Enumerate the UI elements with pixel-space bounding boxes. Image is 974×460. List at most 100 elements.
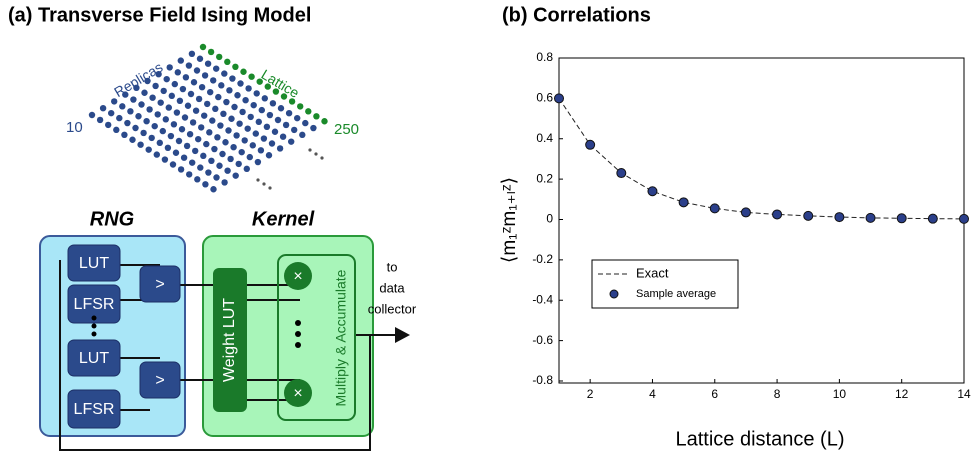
legend-swatch xyxy=(609,289,619,299)
lattice-dot xyxy=(99,105,107,112)
lattice-dot xyxy=(169,161,177,168)
lattice-dot xyxy=(203,140,210,148)
lattice-dot xyxy=(151,122,158,130)
lattice-dot xyxy=(154,111,161,118)
lattice-dot xyxy=(156,139,163,147)
lattice-dot xyxy=(192,107,200,114)
output-label: to xyxy=(387,259,398,274)
lattice-dot xyxy=(170,121,178,128)
lattice-dot xyxy=(245,85,252,92)
lattice-dot xyxy=(221,179,228,186)
lattice-dot xyxy=(153,151,160,158)
lattice-dot xyxy=(166,64,173,71)
lattice-dot xyxy=(242,97,249,104)
lattice-dot xyxy=(268,140,276,147)
lattice-dot xyxy=(161,156,169,163)
y-tick-label: -0.2 xyxy=(532,252,553,266)
lattice-dot xyxy=(194,176,201,183)
lattice-dot xyxy=(148,134,155,142)
lattice-dot xyxy=(163,75,170,83)
lattice-dot xyxy=(207,48,215,56)
lattice-dot xyxy=(190,79,198,86)
lattice-dot xyxy=(248,73,255,80)
lattice-dot xyxy=(214,134,221,141)
lattice-dot xyxy=(183,142,191,150)
lattice-dot xyxy=(155,71,162,78)
lattice-dot xyxy=(258,106,265,114)
lattice-dot xyxy=(201,72,209,79)
output-label: data xyxy=(379,280,405,295)
lattice-dot xyxy=(224,167,231,174)
lattice-dot xyxy=(216,53,223,61)
lattice-dot xyxy=(233,132,240,139)
legend-label: Exact xyxy=(636,265,669,280)
lattice-dot xyxy=(116,114,123,122)
lattice-dot xyxy=(232,63,239,70)
lattice-dot xyxy=(234,92,241,99)
lattice-dot xyxy=(216,162,223,169)
lattice-dot xyxy=(266,111,274,119)
data-point xyxy=(585,139,596,150)
kernel-label: Kernel xyxy=(252,208,315,230)
multiplier xyxy=(284,379,312,407)
lattice-dot xyxy=(276,145,284,152)
data-point xyxy=(647,186,658,197)
x-tick-label: 14 xyxy=(957,387,971,401)
lattice-dot xyxy=(321,118,328,125)
dot xyxy=(314,152,318,156)
lattice-dot xyxy=(261,95,268,102)
arrow xyxy=(395,327,410,343)
lattice-dot xyxy=(246,153,253,161)
output-label: collector xyxy=(368,301,417,316)
lattice-dot xyxy=(105,121,112,129)
y-tick-label: -0.8 xyxy=(532,373,553,387)
lattice-dot xyxy=(272,88,280,95)
lattice-dot xyxy=(188,50,196,57)
lattice-dot xyxy=(130,96,137,103)
data-point xyxy=(709,203,720,214)
y-tick-label: 0.2 xyxy=(536,171,553,185)
data-point xyxy=(834,212,845,223)
lattice-dot xyxy=(207,88,214,96)
dot xyxy=(256,178,260,182)
lattice-dot xyxy=(291,126,298,134)
x-tick-label: 8 xyxy=(774,387,781,401)
lattice-dot xyxy=(162,116,169,123)
lattice-dot xyxy=(146,106,153,113)
lattice-dot xyxy=(254,158,262,166)
mac-label: Multiply & Accumulate xyxy=(333,269,349,406)
lattice-dot xyxy=(243,165,250,173)
lattice-dot xyxy=(202,181,209,188)
comparator-label: > xyxy=(155,372,164,389)
lattice-dot xyxy=(257,147,265,154)
rng-label: RNG xyxy=(90,208,134,230)
lattice-dot xyxy=(96,116,104,124)
dot xyxy=(308,148,312,152)
lattice-dot xyxy=(138,101,145,108)
lattice-dot xyxy=(313,113,320,120)
legend: Exact Sample average xyxy=(591,259,739,309)
x-tick-label: 6 xyxy=(711,387,718,401)
replicas-count: 10 xyxy=(66,119,83,136)
lattice-dot xyxy=(229,75,236,82)
lattice-dot xyxy=(176,97,184,105)
lattice-dot xyxy=(152,82,159,90)
lattice-dot xyxy=(213,174,220,181)
lattice-dot xyxy=(210,186,217,193)
lattice-dot xyxy=(277,105,285,112)
lattice-dot xyxy=(182,74,190,81)
lattice-dot xyxy=(288,138,295,145)
lattice-dot xyxy=(299,131,306,139)
lattice xyxy=(88,43,328,193)
lattice-dot xyxy=(173,109,181,116)
lattice-dot xyxy=(271,128,279,135)
lattice-dot xyxy=(140,129,147,137)
lattice-dot xyxy=(177,166,185,173)
lattice-dot xyxy=(223,98,230,106)
lattice-dot xyxy=(249,142,256,149)
lattice-dot xyxy=(288,98,296,105)
x-axis-label: Lattice distance (L) xyxy=(676,428,845,450)
lattice-dot xyxy=(195,135,202,143)
data-point xyxy=(740,207,751,218)
lattice-dot xyxy=(187,90,195,98)
